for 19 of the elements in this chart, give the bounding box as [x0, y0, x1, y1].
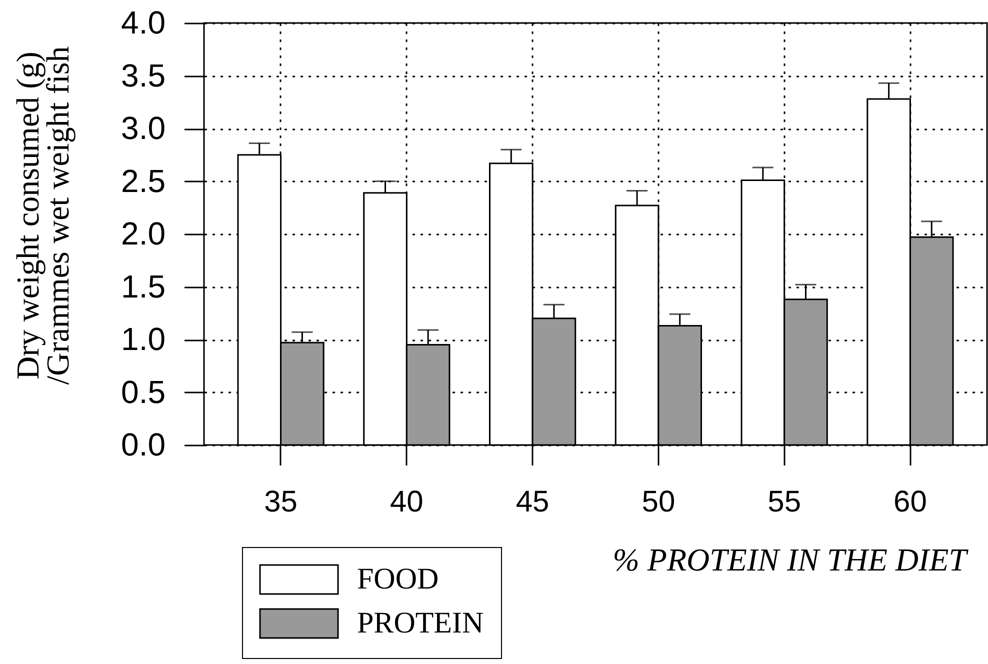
y-tick-label: 1.5 — [121, 268, 166, 304]
x-tick-label: 45 — [516, 486, 550, 518]
x-tick-label: 50 — [642, 486, 676, 518]
y-tick-label: 3.5 — [121, 57, 166, 94]
x-axis-title: % PROTEIN IN THE DIET — [612, 542, 969, 578]
x-tick-label: 40 — [390, 486, 424, 518]
y-tick-label: 0.0 — [121, 426, 166, 462]
x-tick-label: 60 — [894, 486, 927, 518]
legend-label: PROTEIN — [357, 606, 484, 640]
y-tick-label: 4.0 — [121, 4, 166, 40]
y-axis-title: Dry weight consumed (g) /Grammes wet weight fish — [10, 46, 76, 385]
y-tick-label: 3.0 — [121, 110, 166, 146]
y-tick-label: 1.0 — [121, 321, 166, 357]
y-tick-label: 2.0 — [121, 216, 166, 252]
legend-label: FOOD — [357, 562, 439, 596]
x-tick-label: 35 — [264, 486, 298, 518]
x-tick-label: 55 — [768, 486, 802, 518]
y-tick-label: 0.5 — [121, 374, 166, 410]
y-tick-label: 2.5 — [121, 162, 166, 199]
